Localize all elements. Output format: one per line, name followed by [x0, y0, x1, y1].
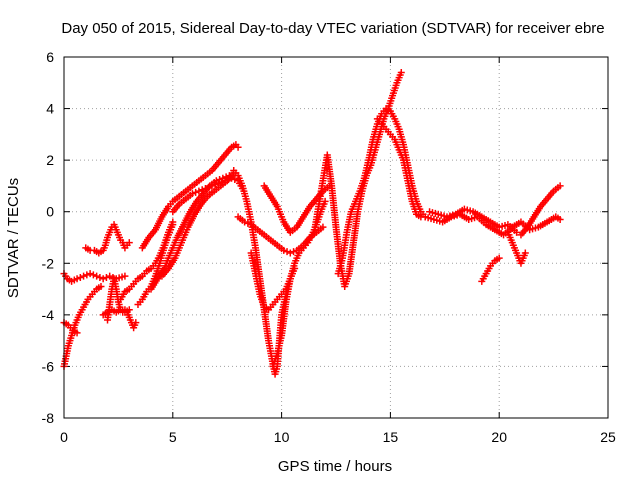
data-point [83, 271, 91, 279]
data-point [211, 181, 219, 189]
data-point [73, 275, 81, 283]
data-point [231, 175, 239, 183]
data-points [60, 68, 564, 378]
data-point [89, 271, 97, 279]
data-point [201, 185, 209, 193]
data-point [228, 174, 236, 182]
x-tick-label: 25 [600, 429, 616, 445]
data-point [106, 272, 114, 280]
y-tick-label: -8 [42, 410, 55, 426]
y-tick-label: -6 [42, 358, 55, 374]
y-axis-title: SDTVAR / TECUs [5, 178, 22, 298]
data-point [556, 182, 564, 190]
data-point [195, 187, 203, 195]
data-point [286, 249, 294, 257]
data-point [132, 319, 140, 327]
data-point [192, 188, 200, 196]
data-point [283, 248, 291, 256]
data-point [234, 143, 242, 151]
data-point [188, 190, 196, 198]
chart-title: Day 050 of 2015, Sidereal Day-to-day VTE… [61, 20, 604, 37]
data-point [280, 246, 288, 254]
y-tick-label: 4 [46, 101, 54, 117]
x-axis-title: GPS time / hours [278, 458, 392, 475]
data-point [205, 183, 213, 191]
x-tick-label: 0 [60, 429, 68, 445]
data-point [224, 175, 232, 183]
grid [64, 57, 608, 418]
plot-frame [63, 56, 609, 419]
data-point [198, 186, 206, 194]
x-tick-label: 20 [491, 429, 507, 445]
data-point [397, 68, 405, 76]
data-point [556, 215, 564, 223]
data-point [86, 270, 94, 278]
x-tick-label: 15 [383, 429, 399, 445]
data-point [290, 248, 298, 256]
data-point [99, 275, 107, 283]
data-point [208, 182, 216, 190]
data-point [125, 306, 133, 314]
data-point [513, 228, 521, 236]
tick-labels: 0 5 10 15 20 25 -8 -6 -4 -2 0 2 4 6 [42, 49, 616, 445]
data-point [319, 223, 327, 231]
y-tick-label: 0 [46, 204, 54, 220]
data-point [76, 273, 84, 281]
x-tick-label: 5 [169, 429, 177, 445]
data-point [97, 282, 105, 290]
data-point [241, 218, 249, 226]
data-point [169, 221, 177, 229]
data-point [73, 329, 81, 337]
data-point [218, 178, 226, 186]
data-point [93, 272, 101, 280]
y-tick-label: 2 [46, 152, 54, 168]
data-point [96, 273, 104, 281]
y-tick-label: 6 [46, 49, 54, 65]
data-point [125, 239, 133, 247]
x-tick-label: 10 [274, 429, 290, 445]
data-point [521, 249, 529, 257]
data-point [244, 219, 252, 227]
data-point [121, 272, 129, 280]
data-point [495, 254, 503, 262]
data-point [102, 273, 110, 281]
data-point [214, 179, 222, 187]
y-tick-label: -2 [42, 255, 55, 271]
y-tick-label: -4 [42, 307, 55, 323]
data-point [221, 177, 229, 185]
data-point [80, 272, 88, 280]
